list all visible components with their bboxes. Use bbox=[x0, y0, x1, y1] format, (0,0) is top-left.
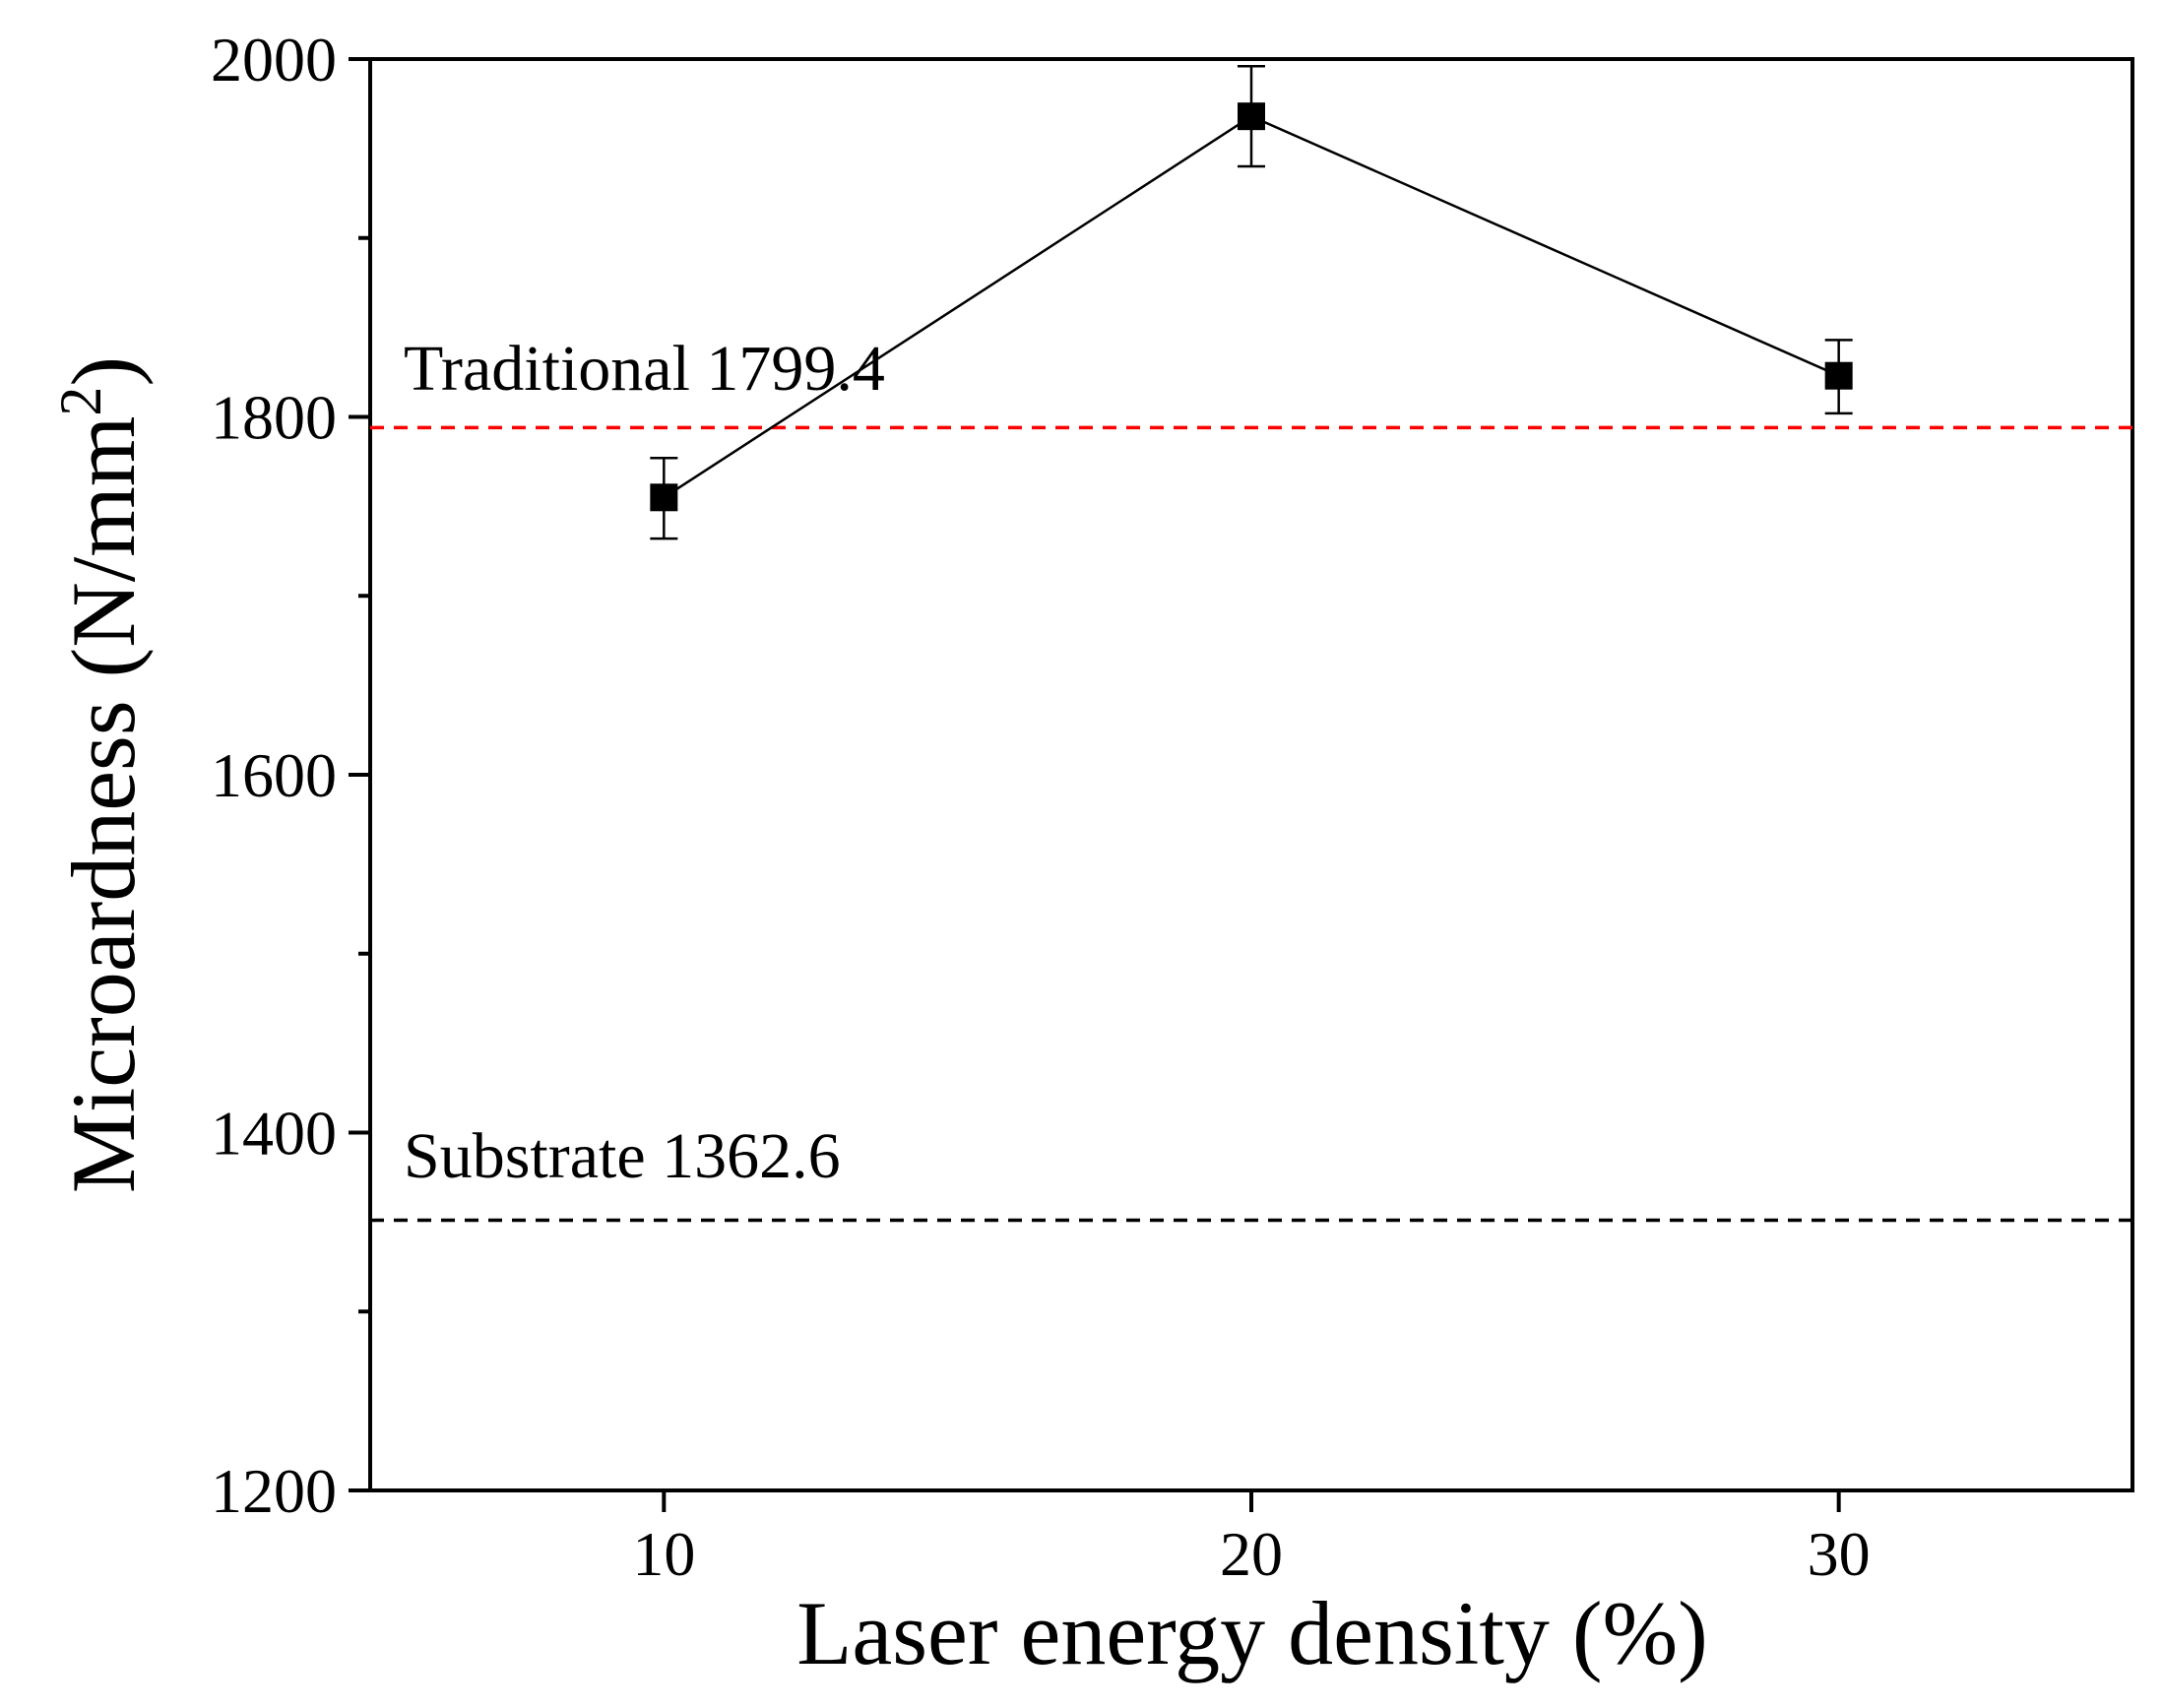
y-axis: 1200 1400 1600 1800 2000 bbox=[211, 25, 370, 1526]
y-axis-title-main: Microardness (N/mm bbox=[53, 416, 154, 1194]
y-axis-title: Microardness (N/mm2) bbox=[48, 356, 154, 1193]
ref-label-traditional: Traditional 1799.4 bbox=[404, 333, 885, 405]
x-axis: 10 20 30 bbox=[632, 1490, 1871, 1589]
y-tick-label: 1400 bbox=[211, 1099, 337, 1169]
y-axis-title-close: ) bbox=[53, 356, 154, 387]
data-point bbox=[1824, 361, 1853, 390]
x-axis-title: Laser energy density (%) bbox=[796, 1583, 1708, 1683]
data-series bbox=[650, 65, 1853, 540]
series-line bbox=[663, 114, 1840, 499]
y-tick-label: 1200 bbox=[211, 1456, 337, 1526]
ref-label-substrate: Substrate 1362.6 bbox=[404, 1120, 841, 1192]
x-tick-label: 30 bbox=[1808, 1519, 1871, 1589]
y-tick-label: 1800 bbox=[211, 383, 337, 453]
data-point bbox=[1238, 102, 1265, 131]
y-tick-label: 1600 bbox=[211, 740, 337, 810]
reference-lines bbox=[370, 425, 2132, 1223]
data-point bbox=[650, 483, 678, 512]
y-tick-label: 2000 bbox=[211, 25, 337, 95]
x-tick-label: 20 bbox=[1220, 1519, 1283, 1589]
y-axis-title-superscript: 2 bbox=[48, 387, 113, 416]
plot-frame bbox=[368, 57, 2134, 1492]
x-tick-label: 10 bbox=[632, 1519, 695, 1589]
